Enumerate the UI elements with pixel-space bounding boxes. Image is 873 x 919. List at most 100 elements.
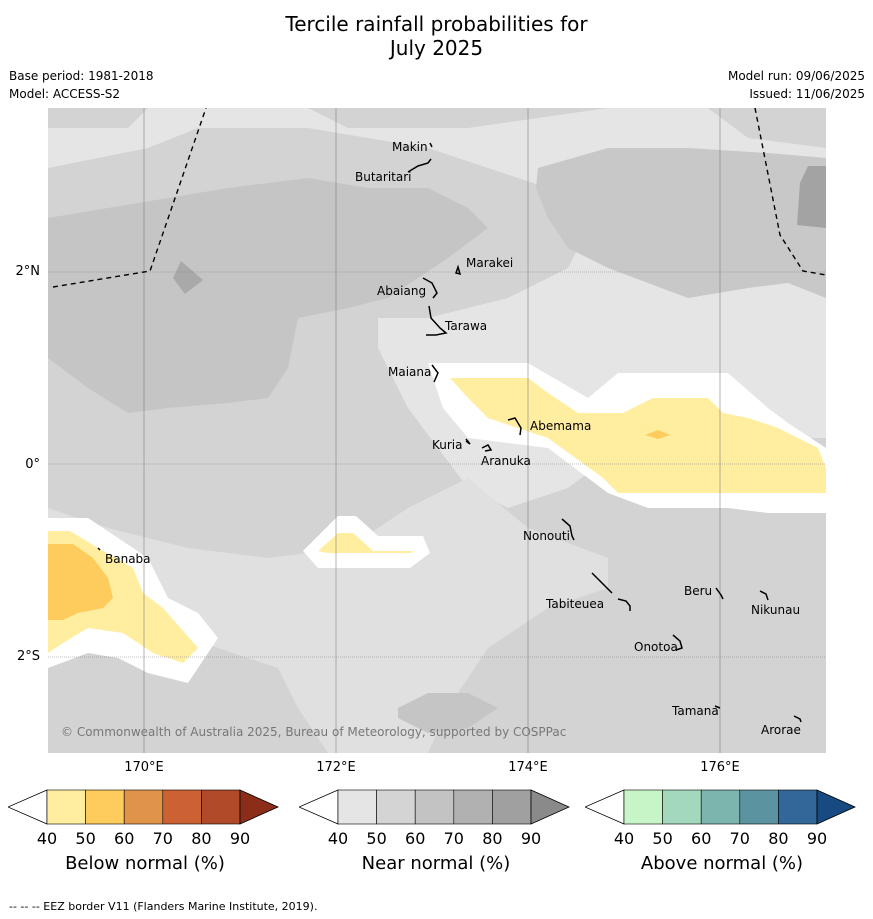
lon-label-170e: 170°E [124,760,164,775]
near-colorbar-max-extend [530,789,570,825]
near-colorbar-tick-label: 50 [366,829,386,848]
below-colorbar-tick-label: 80 [191,829,211,848]
near-colorbar-tick-label: 90 [521,829,541,848]
below-colorbar-tick-label: 40 [37,829,57,848]
near-colorbar-segment [414,789,455,825]
lat-label-0: 0° [25,457,40,472]
nonouti-outline [561,518,575,541]
below-normal-50-west [48,544,113,620]
graticule [48,108,826,753]
colorbar-above: 40 50 60 70 80 90 [585,789,856,848]
below-colorbar-tick-label: 70 [153,829,173,848]
above-colorbar-max-extend [816,789,856,825]
label-onotoa: Onotoa [634,640,678,654]
label-nikunau: Nikunau [751,603,800,617]
title-line-1: Tercile rainfall probabilities for [285,12,588,36]
label-tamana: Tamana [671,704,719,718]
above-colorbar-segment [623,789,663,825]
butaritari-outline [407,158,432,173]
below-colorbar-segment [46,789,86,825]
colorbar-below: 40 50 60 70 80 90 [8,789,279,848]
above-colorbar-tick-label: 40 [614,829,634,848]
above-colorbar-tick-label: 70 [730,829,750,848]
lat-label-2s: 2°S [16,649,40,664]
eez-borders [52,108,826,288]
above-colorbar-segment [739,789,779,825]
label-beru: Beru [684,584,712,598]
label-abaiang: Abaiang [377,284,426,298]
label-marakei: Marakei [466,256,513,270]
lon-label-172e: 172°E [316,760,356,775]
near-normal-40-lower [48,478,608,753]
label-tarawa: Tarawa [444,319,487,333]
banaba-outline [97,547,101,551]
chart-title: Tercile rainfall probabilities for July … [0,12,873,60]
near-normal-60-south [398,693,498,733]
above-colorbar-segment [662,789,702,825]
run-info: Model run: 09/06/2025 Issued: 11/06/2025 [728,67,865,103]
near-normal-60-region [48,178,488,413]
colorbar-above-title: Above normal (%) [640,853,804,874]
below-colorbar-tick-label: 60 [114,829,134,848]
beru-outline [715,587,724,600]
lat-label-2n: 2°N [15,264,41,279]
below-normal-40-mid [318,533,413,553]
near-colorbar-segment [453,789,493,825]
near-colorbar-tick-label: 60 [405,829,425,848]
label-maiana: Maiana [388,365,431,379]
near-colorbar-tick-label: 40 [328,829,348,848]
below-colorbar-tick-label: 90 [230,829,250,848]
arorae-outline [793,715,802,723]
near-colorbar-min-extend [299,789,339,825]
base-period: Base period: 1981-2018 [9,69,154,83]
below-colorbar-segment [85,789,125,825]
lon-label-174e: 174°E [508,760,548,775]
model-info: Base period: 1981-2018 Model: ACCESS-S2 [9,67,154,103]
tabiteuea-outline [591,572,631,611]
above-colorbar-tick-label: 90 [807,829,827,848]
below-normal-halo-mid [303,516,430,568]
issued-date: Issued: 11/06/2025 [749,87,865,101]
marakei-outline [455,264,462,276]
label-butaritari: Butaritari [355,170,412,184]
colorbar-below-title: Below normal (%) [65,853,225,874]
near-colorbar-tick-label: 70 [444,829,464,848]
label-banaba: Banaba [105,552,151,566]
model-name: Model: ACCESS-S2 [9,87,121,101]
nikunau-outline [759,590,769,601]
islands [97,142,802,723]
aranuka-outline [481,444,493,452]
below-colorbar-segment [162,789,202,825]
label-abemama: Abemama [530,419,591,433]
label-arorae: Arorae [761,723,801,737]
above-colorbar-tick-label: 80 [768,829,788,848]
kuria-outline [465,438,471,445]
above-colorbar-segment [778,789,818,825]
below-colorbar-max-extend [239,789,279,825]
makin-outline [429,142,433,148]
label-makin: Makin [392,140,428,154]
label-tabiteuea: Tabiteuea [545,597,604,611]
above-colorbar-min-extend [585,789,625,825]
model-run: Model run: 09/06/2025 [727,69,865,83]
lon-label-176e: 176°E [700,760,740,775]
probability-map: Makin Butaritari Marakei Abaiang Tarawa … [48,108,826,753]
tamana-outline [714,705,721,709]
eez-border-east [754,108,826,276]
title-line-2: July 2025 [389,36,484,60]
label-nonouti: Nonouti [523,529,570,543]
copyright-notice: © Commonwealth of Australia 2025, Bureau… [61,725,566,739]
near-normal-70-west [173,261,203,294]
abemama-outline [507,417,522,436]
colorbar-near-title: Near normal (%) [361,853,511,874]
maiana-outline [431,364,439,383]
above-colorbar-segment [700,789,741,825]
near-colorbar-segment [376,789,416,825]
colorbar-near: 40 50 60 70 80 90 [299,789,570,848]
abaiang-outline [422,277,438,299]
above-colorbar-tick-label: 50 [652,829,672,848]
near-normal-70-east [797,166,826,228]
below-colorbar-min-extend [8,789,48,825]
onotoa-outline [672,634,683,651]
near-colorbar-tick-label: 80 [482,829,502,848]
